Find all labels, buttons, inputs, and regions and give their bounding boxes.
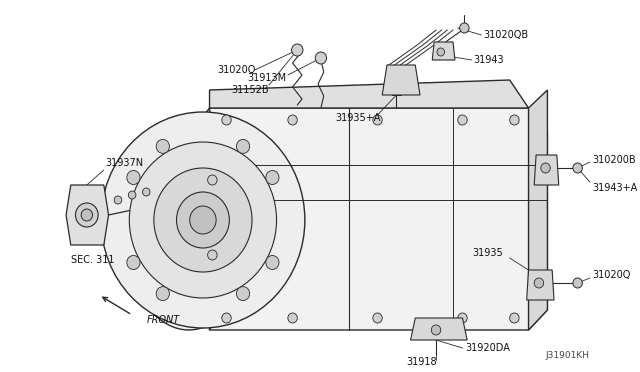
Polygon shape (534, 155, 559, 185)
Circle shape (129, 142, 276, 298)
Polygon shape (382, 65, 420, 95)
Circle shape (460, 23, 469, 33)
Circle shape (534, 278, 543, 288)
Circle shape (573, 278, 582, 288)
Text: 31020QB: 31020QB (483, 30, 529, 40)
Circle shape (207, 250, 217, 260)
Circle shape (127, 256, 140, 269)
Text: 31920DA: 31920DA (465, 343, 510, 353)
Circle shape (129, 191, 136, 199)
Polygon shape (209, 108, 547, 330)
Circle shape (437, 48, 445, 56)
Text: 31020Q: 31020Q (593, 270, 631, 280)
Polygon shape (122, 108, 256, 330)
Text: SEC. 311: SEC. 311 (71, 255, 115, 265)
Circle shape (154, 168, 252, 272)
Circle shape (292, 44, 303, 56)
Polygon shape (209, 80, 529, 108)
Circle shape (156, 140, 170, 153)
Circle shape (177, 192, 229, 248)
Polygon shape (529, 90, 547, 330)
Circle shape (81, 209, 93, 221)
Polygon shape (411, 318, 467, 340)
Circle shape (101, 112, 305, 328)
Circle shape (316, 52, 326, 64)
Circle shape (266, 256, 279, 269)
Text: FRONT: FRONT (147, 315, 180, 325)
Text: J31901KH: J31901KH (546, 351, 590, 360)
Text: 31943: 31943 (474, 55, 504, 65)
Text: 31020Q: 31020Q (217, 65, 255, 75)
Circle shape (509, 115, 519, 125)
Circle shape (373, 313, 382, 323)
Circle shape (431, 325, 441, 335)
Circle shape (266, 170, 279, 185)
Polygon shape (432, 42, 455, 60)
Text: 31935: 31935 (472, 248, 502, 258)
Circle shape (288, 313, 298, 323)
Circle shape (509, 313, 519, 323)
Text: 31913M: 31913M (247, 73, 287, 83)
Circle shape (207, 175, 217, 185)
Circle shape (127, 170, 140, 185)
Text: 31152B: 31152B (231, 85, 269, 95)
Circle shape (373, 115, 382, 125)
Circle shape (541, 163, 550, 173)
Text: 310200B: 310200B (593, 155, 636, 165)
Circle shape (236, 140, 250, 153)
Circle shape (189, 206, 216, 234)
Circle shape (288, 115, 298, 125)
Circle shape (236, 286, 250, 301)
Circle shape (573, 163, 582, 173)
Text: 31935+A: 31935+A (335, 113, 380, 123)
Circle shape (76, 203, 98, 227)
Circle shape (156, 286, 170, 301)
Polygon shape (527, 270, 554, 300)
Text: 31943+A: 31943+A (593, 183, 638, 193)
Circle shape (114, 196, 122, 204)
Circle shape (222, 115, 231, 125)
Circle shape (458, 115, 467, 125)
Polygon shape (66, 185, 109, 245)
Text: 31918: 31918 (406, 357, 436, 367)
Circle shape (458, 313, 467, 323)
Circle shape (143, 188, 150, 196)
Circle shape (222, 313, 231, 323)
Text: 31937N: 31937N (106, 158, 144, 168)
